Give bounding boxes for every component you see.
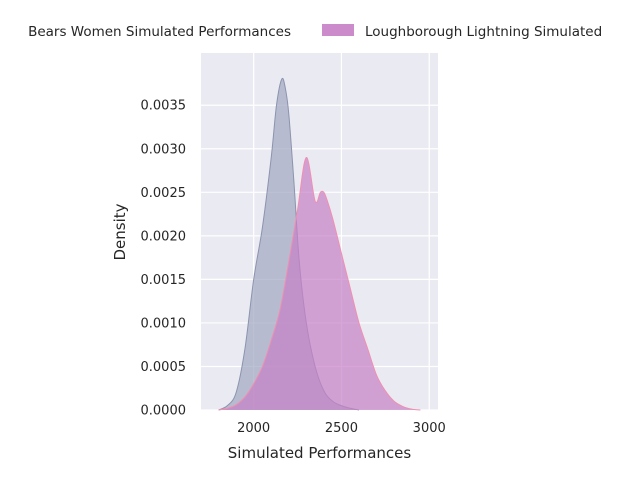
y-tick-label: 0.0005 [141, 360, 187, 375]
y-tick-label: 0.0020 [141, 229, 187, 244]
legend: Bears Women Simulated Performances Lough… [28, 24, 602, 40]
legend-label-bears: Bears Women Simulated Performances [28, 24, 291, 40]
density-line-series-1 [218, 156, 421, 411]
y-tick-label: 0.0015 [141, 273, 187, 288]
x-tick-label: 3000 [413, 421, 446, 436]
y-tick-label: 0.0025 [141, 186, 187, 201]
density-area-series-0 [218, 78, 359, 411]
y-axis-label: Density [111, 203, 129, 260]
legend-label-loughborough: Loughborough Lightning Simulated [365, 24, 602, 40]
x-tick-label: 2000 [237, 421, 270, 436]
grid [201, 53, 438, 411]
y-tick-labels: 0.0000 0.0005 0.0010 0.0015 0.0020 0.0025 0.00… [141, 99, 187, 419]
legend-swatch-loughborough [322, 24, 354, 36]
y-tick-label: 0.0030 [141, 142, 187, 157]
y-tick-label: 0.0000 [141, 404, 187, 419]
x-axis-label: Simulated Performances [228, 444, 412, 462]
y-tick-label: 0.0035 [141, 99, 187, 114]
y-tick-label: 0.0010 [141, 316, 187, 331]
x-tick-label: 2500 [325, 421, 358, 436]
x-tick-labels: 2000 2500 3000 [237, 421, 446, 436]
density-areas [218, 77, 421, 411]
density-area-series-1 [218, 157, 421, 410]
